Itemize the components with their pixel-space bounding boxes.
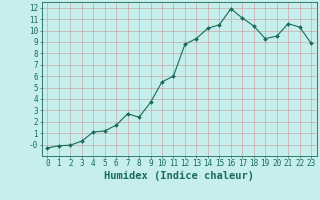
X-axis label: Humidex (Indice chaleur): Humidex (Indice chaleur) bbox=[104, 171, 254, 181]
